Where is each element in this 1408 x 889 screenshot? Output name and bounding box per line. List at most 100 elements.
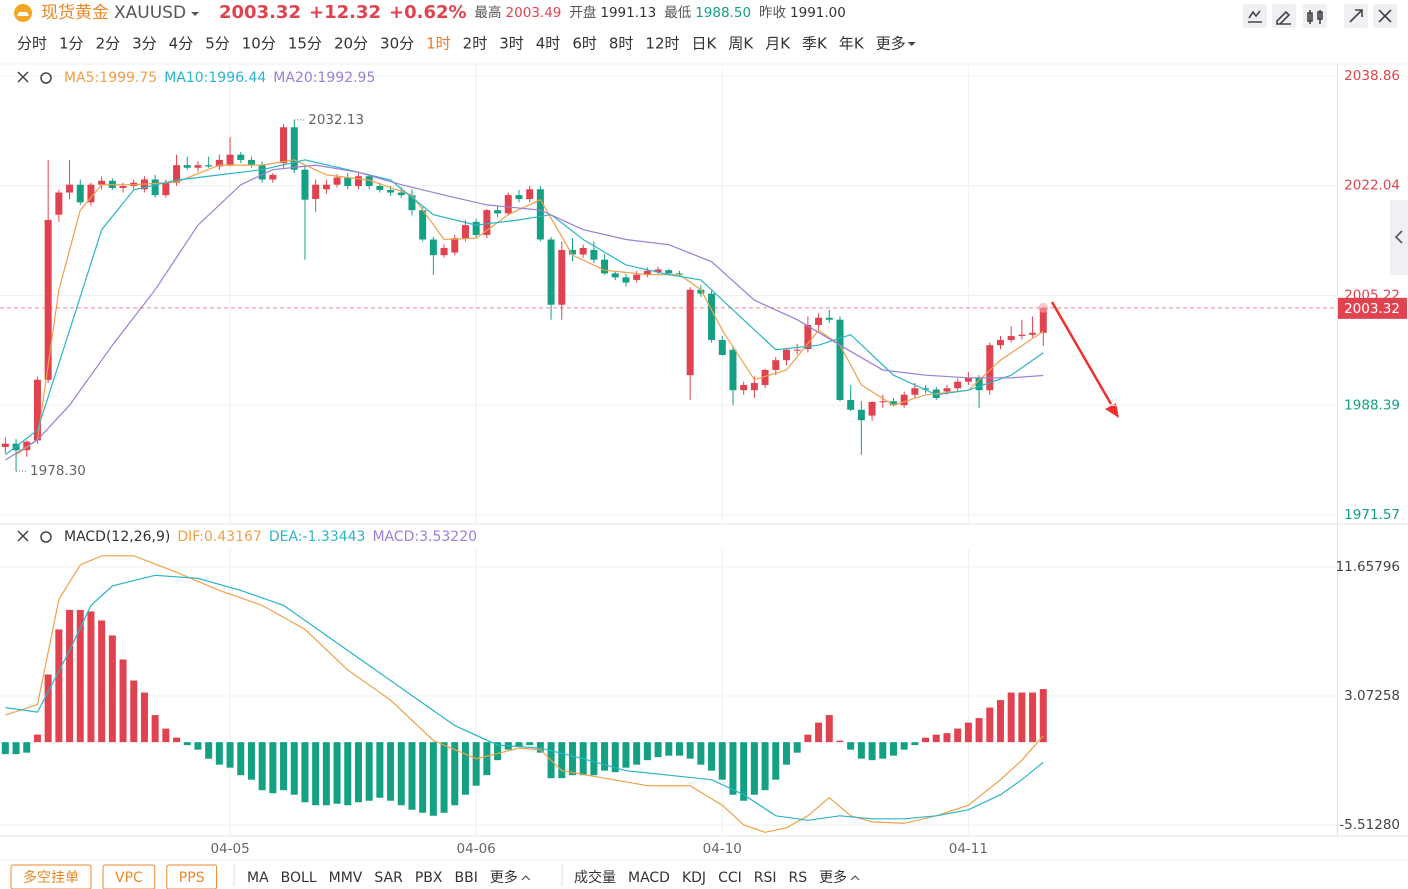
period-tab[interactable]: 2时: [463, 35, 488, 53]
period-tab[interactable]: 季K: [802, 35, 828, 53]
period-tab[interactable]: 分时: [17, 35, 47, 53]
macd-bar: [815, 722, 823, 743]
indicator-tab[interactable]: MACD: [628, 870, 670, 886]
indicator-tab[interactable]: 更多: [490, 869, 518, 886]
side-tab[interactable]: [1390, 200, 1408, 275]
candle-body: [76, 184, 84, 203]
candle-body: [611, 273, 619, 278]
symbol-dropdown[interactable]: [191, 12, 200, 16]
period-tab[interactable]: 1分: [59, 35, 84, 53]
period-tab[interactable]: 10分: [242, 35, 276, 53]
period-tab[interactable]: 5分: [205, 35, 230, 53]
period-tab[interactable]: 月K: [765, 35, 791, 53]
side-tab-glyph: [1394, 230, 1403, 244]
macd-bar: [183, 742, 191, 746]
candle-body: [868, 401, 876, 416]
indicator-tab[interactable]: 更多: [819, 869, 847, 886]
period-tab[interactable]: 4时: [536, 35, 561, 53]
trend-arrow: [1050, 301, 1119, 418]
indicator-line: [5, 555, 1044, 833]
indicator-tab[interactable]: KDJ: [682, 870, 706, 886]
macd-bar: [643, 742, 651, 761]
tool-glyphs: [1248, 9, 1392, 25]
indicator-tab[interactable]: RS: [789, 870, 808, 886]
indicator-tab[interactable]: BBI: [454, 870, 477, 886]
period-tab[interactable]: 15分: [288, 35, 322, 53]
macd-bar: [12, 742, 20, 755]
indicator-tab[interactable]: 成交量: [574, 869, 616, 886]
indicator-tab[interactable]: PBX: [415, 870, 443, 886]
candle-body: [183, 165, 191, 168]
period-tab[interactable]: 8时: [609, 35, 634, 53]
indicator-tab[interactable]: CCI: [718, 870, 742, 886]
toolbar-button[interactable]: [10, 864, 92, 889]
period-tab[interactable]: 6时: [572, 35, 597, 53]
period-tab[interactable]: 30分: [380, 35, 414, 53]
candle-body: [397, 192, 405, 196]
candle-body: [986, 345, 994, 391]
macd-bar: [772, 742, 780, 780]
x-tick-label: 04-11: [949, 841, 988, 857]
macd-bar: [601, 742, 609, 771]
candle-body: [975, 377, 983, 391]
period-tab[interactable]: 周K: [728, 35, 754, 53]
macd-bar: [108, 635, 116, 743]
macd-bar: [44, 674, 52, 743]
macd-bar: [847, 742, 855, 750]
candle-body: [151, 179, 159, 196]
candle-body: [1007, 336, 1015, 340]
candle-body: [558, 249, 566, 305]
macd-bar: [387, 742, 395, 801]
candle-body: [900, 394, 908, 406]
macd-bar: [472, 742, 480, 786]
macd-bar: [344, 742, 352, 806]
candle-body: [194, 165, 202, 168]
candle-body: [847, 399, 855, 410]
candle-body: [205, 165, 213, 167]
period-tab[interactable]: 2分: [96, 35, 121, 53]
period-tab[interactable]: 12时: [645, 35, 679, 53]
indicator-tab[interactable]: RSI: [754, 870, 777, 886]
macd-bar: [429, 742, 437, 816]
macd-bar: [483, 742, 491, 776]
indicator-settings[interactable]: [40, 72, 52, 84]
toolbar-button[interactable]: [166, 864, 218, 889]
indicator-line: [5, 159, 1044, 456]
candle-body: [66, 184, 74, 193]
tool-button[interactable]: [1243, 4, 1267, 28]
candle-body: [333, 177, 341, 185]
toolbar-button[interactable]: [102, 864, 156, 889]
macd-bar: [1029, 692, 1037, 743]
tool-button[interactable]: [1272, 4, 1296, 28]
candle-body: [686, 289, 694, 376]
tool-button[interactable]: [1303, 4, 1327, 28]
macd-bar: [793, 742, 801, 753]
macd-bar: [889, 742, 897, 756]
period-tab[interactable]: 更多: [876, 35, 906, 53]
macd-bar: [986, 707, 994, 743]
candle-body: [312, 184, 320, 200]
close-indicator[interactable]: [17, 530, 29, 542]
macd-bar: [1007, 692, 1015, 743]
indicator-tab[interactable]: BOLL: [281, 870, 317, 886]
candle-body: [665, 270, 673, 274]
period-tab[interactable]: 3时: [499, 35, 524, 53]
macd-bar: [622, 742, 630, 768]
period-tab[interactable]: 3分: [132, 35, 157, 53]
period-tab[interactable]: 4分: [169, 35, 194, 53]
macd-bar: [237, 742, 245, 776]
indicator-tab[interactable]: MMV: [329, 870, 363, 886]
macd-bar: [494, 742, 502, 761]
indicator-settings[interactable]: [40, 531, 52, 543]
period-tab[interactable]: 年K: [839, 35, 865, 53]
period-tab[interactable]: 日K: [692, 35, 718, 53]
indicator-tab[interactable]: MA: [247, 870, 269, 886]
toolbar-button-label: VPC: [115, 870, 143, 886]
period-tab[interactable]: 20分: [334, 35, 368, 53]
indicator-tab[interactable]: SAR: [374, 870, 403, 886]
period-tab[interactable]: 1时: [426, 35, 451, 53]
macd-bar: [964, 722, 972, 743]
price-change-pct: +0.62%: [389, 2, 467, 23]
close-indicator[interactable]: [17, 71, 29, 83]
last-price-tag: [1338, 297, 1407, 319]
